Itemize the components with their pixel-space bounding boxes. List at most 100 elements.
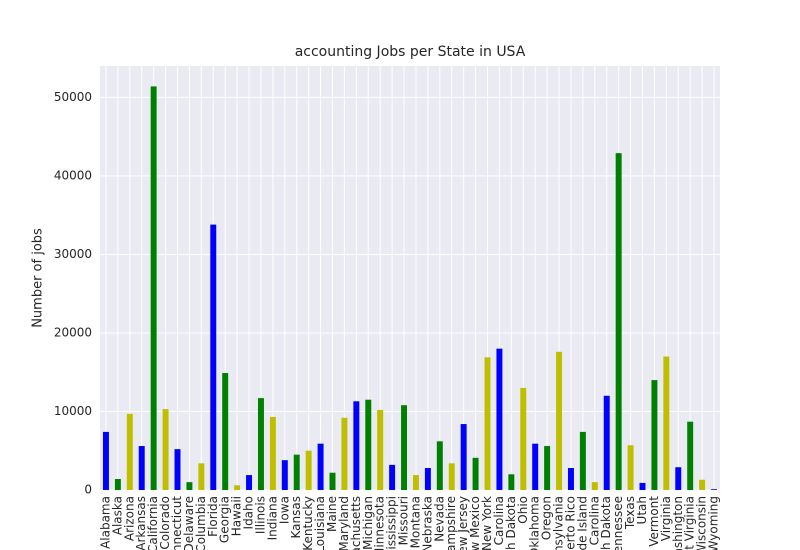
y-tick-label: 50000 — [54, 90, 92, 104]
bar — [138, 446, 145, 490]
bar — [567, 468, 574, 490]
bar — [556, 351, 563, 490]
y-tick-label: 20000 — [54, 325, 92, 339]
bar — [615, 153, 622, 490]
bar — [365, 399, 372, 490]
y-axis-label: Number of jobs — [31, 228, 46, 328]
bar — [484, 357, 491, 490]
x-tick-label: Indiana — [265, 496, 279, 540]
x-tick-label: Arizona — [122, 496, 136, 541]
bar — [389, 464, 396, 490]
bar — [711, 489, 718, 490]
bar — [412, 475, 419, 490]
bar — [460, 424, 467, 490]
x-tick-label: Alabama — [98, 496, 112, 549]
bar — [377, 409, 384, 490]
x-tick-label: District of Columbia — [194, 496, 208, 550]
bar — [126, 413, 133, 490]
bar — [210, 224, 217, 490]
bar — [293, 454, 300, 490]
x-tick-label: Vermont — [647, 496, 661, 547]
bar — [663, 356, 670, 490]
bar — [186, 482, 193, 490]
bar — [281, 460, 288, 490]
x-tick-label: Wisconsin — [695, 496, 709, 550]
x-tick-label: North Carolina — [492, 496, 506, 550]
bar — [508, 474, 515, 490]
bar — [436, 441, 443, 490]
x-tick-label: Oregon — [540, 496, 554, 540]
x-tick-label: Georgia — [218, 496, 232, 543]
x-tick-label: Washington — [671, 496, 685, 550]
y-tick-label: 0 — [84, 483, 92, 497]
x-tick-label: Montana — [408, 496, 422, 548]
x-tick-label: Alaska — [110, 496, 124, 535]
x-tick-label: New Mexico — [468, 496, 482, 550]
bar — [448, 463, 455, 490]
x-tick-label: Texas — [623, 496, 637, 530]
x-tick-label: Illinois — [253, 496, 267, 534]
x-tick-label: South Carolina — [587, 496, 601, 550]
bar — [102, 431, 109, 490]
bar — [222, 373, 229, 490]
x-tick-label: Hawaii — [230, 496, 244, 536]
bar — [579, 431, 586, 490]
x-tick-label: Maryland — [337, 496, 351, 550]
x-tick-label: Utah — [635, 496, 649, 524]
x-tick-label: California — [146, 496, 160, 550]
bar — [234, 485, 241, 490]
x-tick-label: Puerto Rico — [563, 496, 577, 550]
x-tick-label: Rhode Island — [575, 496, 589, 550]
x-tick-label: Tennessee — [611, 496, 625, 550]
x-tick-label: Oklahoma — [528, 496, 542, 550]
x-tick-label: Iowa — [277, 496, 291, 524]
bar — [114, 479, 121, 490]
bar — [603, 395, 610, 490]
x-tick-label: Ohio — [516, 496, 530, 524]
bar — [246, 475, 253, 490]
bar — [329, 472, 336, 490]
x-tick-label: Kentucky — [301, 496, 315, 550]
x-tick-label: New York — [480, 496, 494, 550]
bar — [353, 401, 360, 490]
plot-area — [100, 66, 720, 490]
bar — [520, 387, 527, 490]
x-tick-label: Maine — [325, 496, 339, 532]
x-tick-label: Minnesota — [373, 496, 387, 550]
x-tick-label: South Dakota — [599, 496, 613, 550]
bar — [305, 450, 312, 490]
bar — [699, 479, 706, 490]
bar — [424, 468, 431, 490]
y-tick-label: 40000 — [54, 168, 92, 182]
x-tick-label: Delaware — [182, 496, 196, 550]
bar — [544, 446, 551, 490]
bar — [317, 443, 324, 490]
bar — [639, 482, 646, 490]
x-tick-label: Virginia — [659, 496, 673, 541]
x-tick-label: Nevada — [432, 496, 446, 542]
x-tick-label: Mississippi — [385, 496, 399, 550]
x-tick-label: West Virginia — [683, 496, 697, 550]
x-tick-label: Florida — [206, 496, 220, 537]
bar — [162, 409, 169, 490]
x-tick-label: Connecticut — [170, 496, 184, 550]
bar — [341, 417, 348, 490]
x-tick-label: New Hampshire — [444, 496, 458, 550]
bar — [496, 348, 503, 490]
chart-title: accounting Jobs per State in USA — [295, 44, 526, 60]
bar — [472, 457, 479, 490]
x-tick-label: Louisiana — [313, 496, 327, 550]
bar — [675, 467, 682, 490]
bar — [401, 405, 408, 490]
bar — [651, 380, 658, 490]
bar — [687, 421, 694, 490]
bar — [269, 416, 276, 490]
bar — [627, 445, 634, 490]
x-tick-label: New Jersey — [456, 496, 470, 550]
y-tick-label: 30000 — [54, 247, 92, 261]
bar — [532, 443, 539, 490]
x-tick-label: Kansas — [289, 496, 303, 538]
bar — [257, 398, 264, 490]
x-tick-label: Massachusetts — [349, 496, 363, 550]
